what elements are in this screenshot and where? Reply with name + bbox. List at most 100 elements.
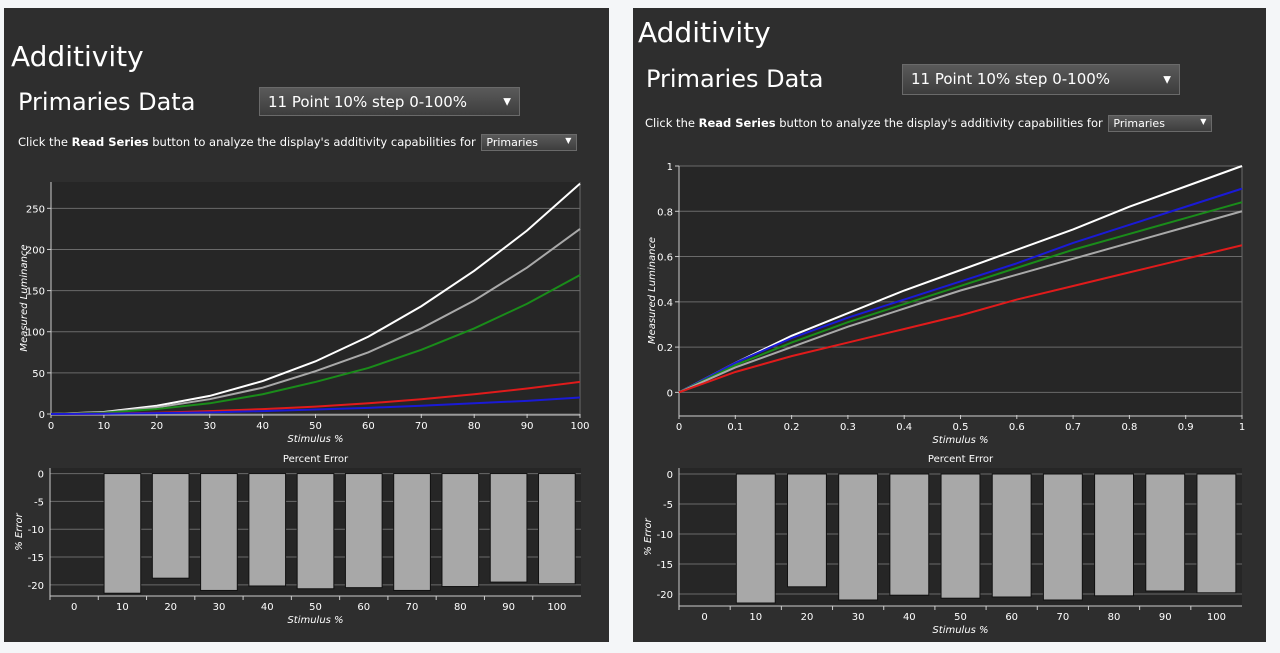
x-tick-label: 60 [1005, 612, 1018, 623]
y-tick-label: 0 [667, 388, 673, 399]
x-tick-label: 100 [547, 602, 566, 613]
series-line [678, 201, 1243, 394]
error-bar [889, 473, 930, 596]
series-line [50, 182, 581, 415]
error-bar [787, 473, 827, 588]
mode-select-value: Primaries [486, 136, 538, 149]
y-tick-label: 250 [26, 204, 45, 215]
section-subtitle: Primaries Data [18, 88, 196, 116]
x-tick-label: 80 [1108, 612, 1121, 623]
chevron-down-icon: ▼ [1163, 74, 1171, 85]
y-tick-label: 0.2 [657, 343, 673, 354]
y-tick-label: 0 [667, 470, 673, 481]
mode-select-value: Primaries [1113, 117, 1165, 130]
y-tick-label: -15 [657, 560, 673, 571]
x-tick-label: 80 [454, 602, 467, 613]
x-tick-label: 20 [164, 602, 177, 613]
y-tick-label: -15 [28, 553, 44, 564]
read-series-label: Read Series [71, 135, 149, 149]
series-line [50, 274, 581, 415]
series-line [678, 244, 1243, 394]
page-title: Additivity [11, 40, 144, 73]
y-tick-label: -20 [28, 581, 44, 592]
error-bar [441, 473, 480, 588]
x-axis-label: Stimulus % [932, 435, 988, 446]
instruction-prefix: Click the [18, 135, 68, 149]
error-bar [151, 473, 190, 579]
series-line [678, 165, 1243, 394]
chart-title: Percent Error [283, 454, 349, 465]
x-tick-label: 60 [357, 602, 370, 613]
chevron-down-icon: ▼ [565, 136, 572, 145]
error-bar [991, 473, 1032, 598]
x-tick-label: 90 [521, 421, 534, 432]
y-tick-label: 100 [26, 328, 45, 339]
x-tick-label: 50 [309, 421, 322, 432]
chevron-down-icon: ▼ [503, 96, 511, 107]
y-tick-label: 0.4 [657, 298, 673, 309]
x-tick-label: 0.6 [1009, 422, 1025, 433]
x-tick-label: 100 [1207, 612, 1226, 623]
x-tick-label: 10 [98, 421, 111, 432]
x-tick-label: 0 [71, 602, 77, 613]
error-bar [735, 473, 776, 604]
series-select-value: 11 Point 10% step 0-100% [911, 70, 1111, 88]
y-axis-label: Measured Luminance [647, 237, 658, 344]
x-tick-label: 10 [116, 602, 129, 613]
x-tick-label: 70 [406, 602, 419, 613]
x-axis-label: Stimulus % [287, 615, 343, 626]
read-series-label: Read Series [698, 116, 776, 130]
y-tick-label: -5 [663, 500, 673, 511]
error-bar [393, 473, 431, 591]
plot-area [51, 182, 580, 414]
x-tick-label: 0 [701, 612, 707, 623]
page-title: Additivity [638, 16, 771, 49]
instruction-text: Click the Read Series button to analyze … [18, 134, 578, 151]
error-bar [344, 473, 383, 589]
series-line [678, 187, 1243, 394]
error-bar [838, 473, 879, 601]
x-tick-label: 20 [150, 421, 163, 432]
error-bar [1196, 473, 1237, 594]
x-tick-label: 0.7 [1065, 422, 1081, 433]
x-tick-label: 70 [1056, 612, 1069, 623]
series-line [678, 210, 1243, 394]
chart-title: Percent Error [928, 454, 994, 465]
x-tick-label: 90 [1159, 612, 1172, 623]
y-tick-label: 1 [667, 162, 673, 173]
series-select-value: 11 Point 10% step 0-100% [268, 93, 468, 111]
x-tick-label: 20 [801, 612, 814, 623]
y-axis-label: % Error [643, 517, 654, 555]
percent-error-bar-chart: Percent Error 0 -5 -10 -15 -20 0 10 20 30 40 50 60 70… [643, 454, 1242, 636]
instruction-text: Click the Read Series button to analyze … [645, 115, 1213, 132]
instruction-prefix: Click the [645, 116, 695, 130]
error-bar [1094, 473, 1134, 597]
error-bar [1042, 473, 1083, 601]
x-tick-label: 80 [468, 421, 481, 432]
x-tick-label: 0 [676, 422, 682, 433]
x-tick-label: 90 [502, 602, 515, 613]
series-select[interactable]: 11 Point 10% step 0-100% ▼ [902, 64, 1180, 95]
x-axis-label: Stimulus % [932, 625, 988, 636]
y-axis-label: % Error [14, 512, 25, 550]
x-tick-label: 40 [261, 602, 274, 613]
x-tick-label: 0.5 [953, 422, 969, 433]
error-bar [103, 473, 142, 594]
x-tick-label: 0.3 [840, 422, 856, 433]
y-tick-label: 200 [26, 245, 45, 256]
error-bar [1145, 473, 1186, 592]
x-tick-label: 50 [309, 602, 322, 613]
series-select[interactable]: 11 Point 10% step 0-100% ▼ [259, 87, 520, 116]
series-line [50, 396, 581, 415]
mode-select[interactable]: Primaries ▼ [1108, 115, 1213, 132]
x-tick-label: 1 [1239, 422, 1245, 433]
error-bar [296, 473, 335, 590]
mode-select[interactable]: Primaries ▼ [481, 134, 578, 151]
x-tick-label: 0.1 [727, 422, 743, 433]
y-tick-label: 0.6 [657, 253, 673, 264]
y-tick-label: -10 [657, 530, 673, 541]
x-tick-label: 40 [256, 421, 269, 432]
y-tick-label: 0 [39, 410, 45, 421]
error-bar [489, 473, 528, 583]
error-bar [248, 473, 287, 587]
